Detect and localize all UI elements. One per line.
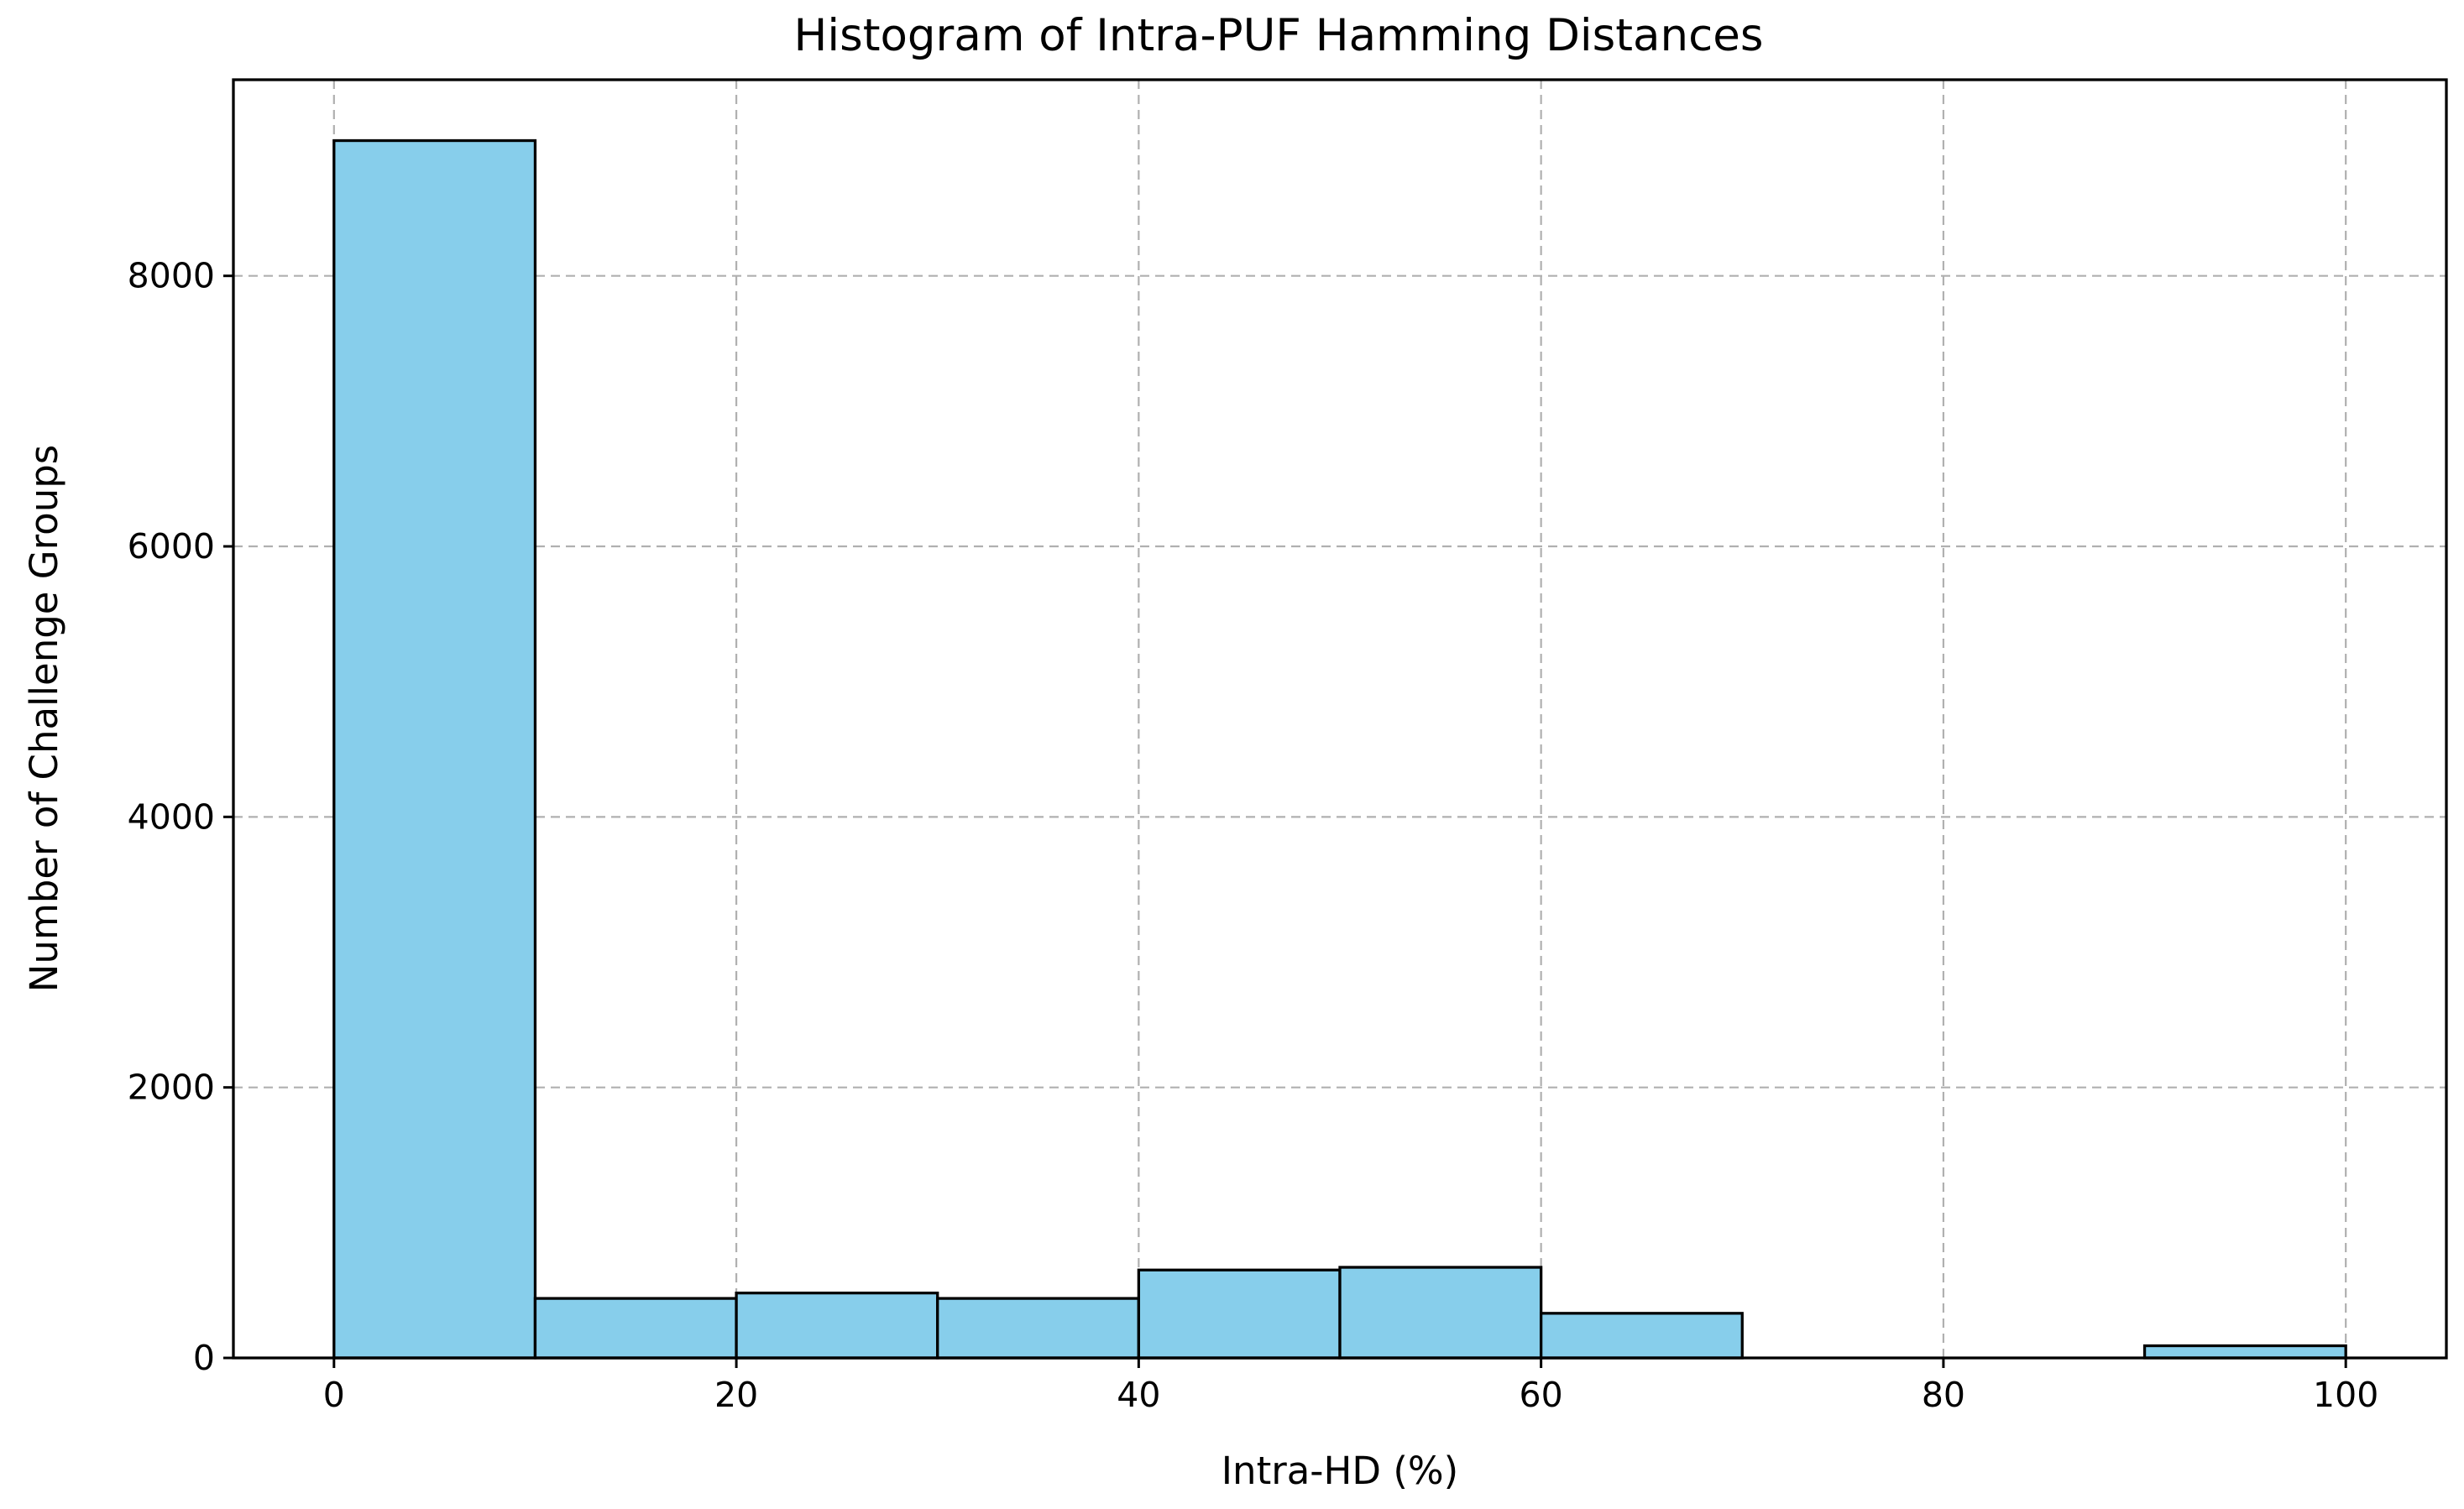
chart-title: Histogram of Intra-PUF Hamming Distances xyxy=(794,10,1764,61)
histogram-bar xyxy=(332,138,537,1360)
histogram-bar xyxy=(735,1291,939,1360)
x-tick-label: 80 xyxy=(1922,1375,1965,1415)
y-tick-label: 8000 xyxy=(128,256,215,296)
y-tick-label: 0 xyxy=(193,1338,215,1378)
grid-lines xyxy=(233,80,2446,1360)
histogram-bar xyxy=(2142,1344,2347,1360)
histogram-bar xyxy=(1539,1312,1744,1360)
y-tick-label: 2000 xyxy=(128,1068,215,1108)
y-tick-label: 4000 xyxy=(128,796,215,837)
y-axis-ticks: 0 2000 4000 6000 8000 xyxy=(128,256,233,1378)
histogram-bar xyxy=(1137,1268,1342,1360)
plot-frame xyxy=(232,78,2448,1360)
x-axis-ticks: 0 20 40 60 80 100 xyxy=(323,1358,2378,1415)
histogram-bar xyxy=(533,1297,738,1360)
x-tick-label: 100 xyxy=(2313,1375,2378,1415)
histogram-bar xyxy=(1338,1266,1543,1360)
histogram-bar xyxy=(936,1297,1141,1360)
y-tick-label: 6000 xyxy=(128,526,215,567)
x-tick-label: 20 xyxy=(714,1375,758,1415)
histogram-bars xyxy=(332,138,2347,1360)
x-tick-label: 0 xyxy=(323,1375,345,1415)
x-tick-label: 60 xyxy=(1520,1375,1563,1415)
y-axis-label: Number of Challenge Groups xyxy=(22,445,66,992)
x-axis-label: Intra-HD (%) xyxy=(1222,1449,1458,1493)
x-tick-label: 40 xyxy=(1117,1375,1160,1415)
